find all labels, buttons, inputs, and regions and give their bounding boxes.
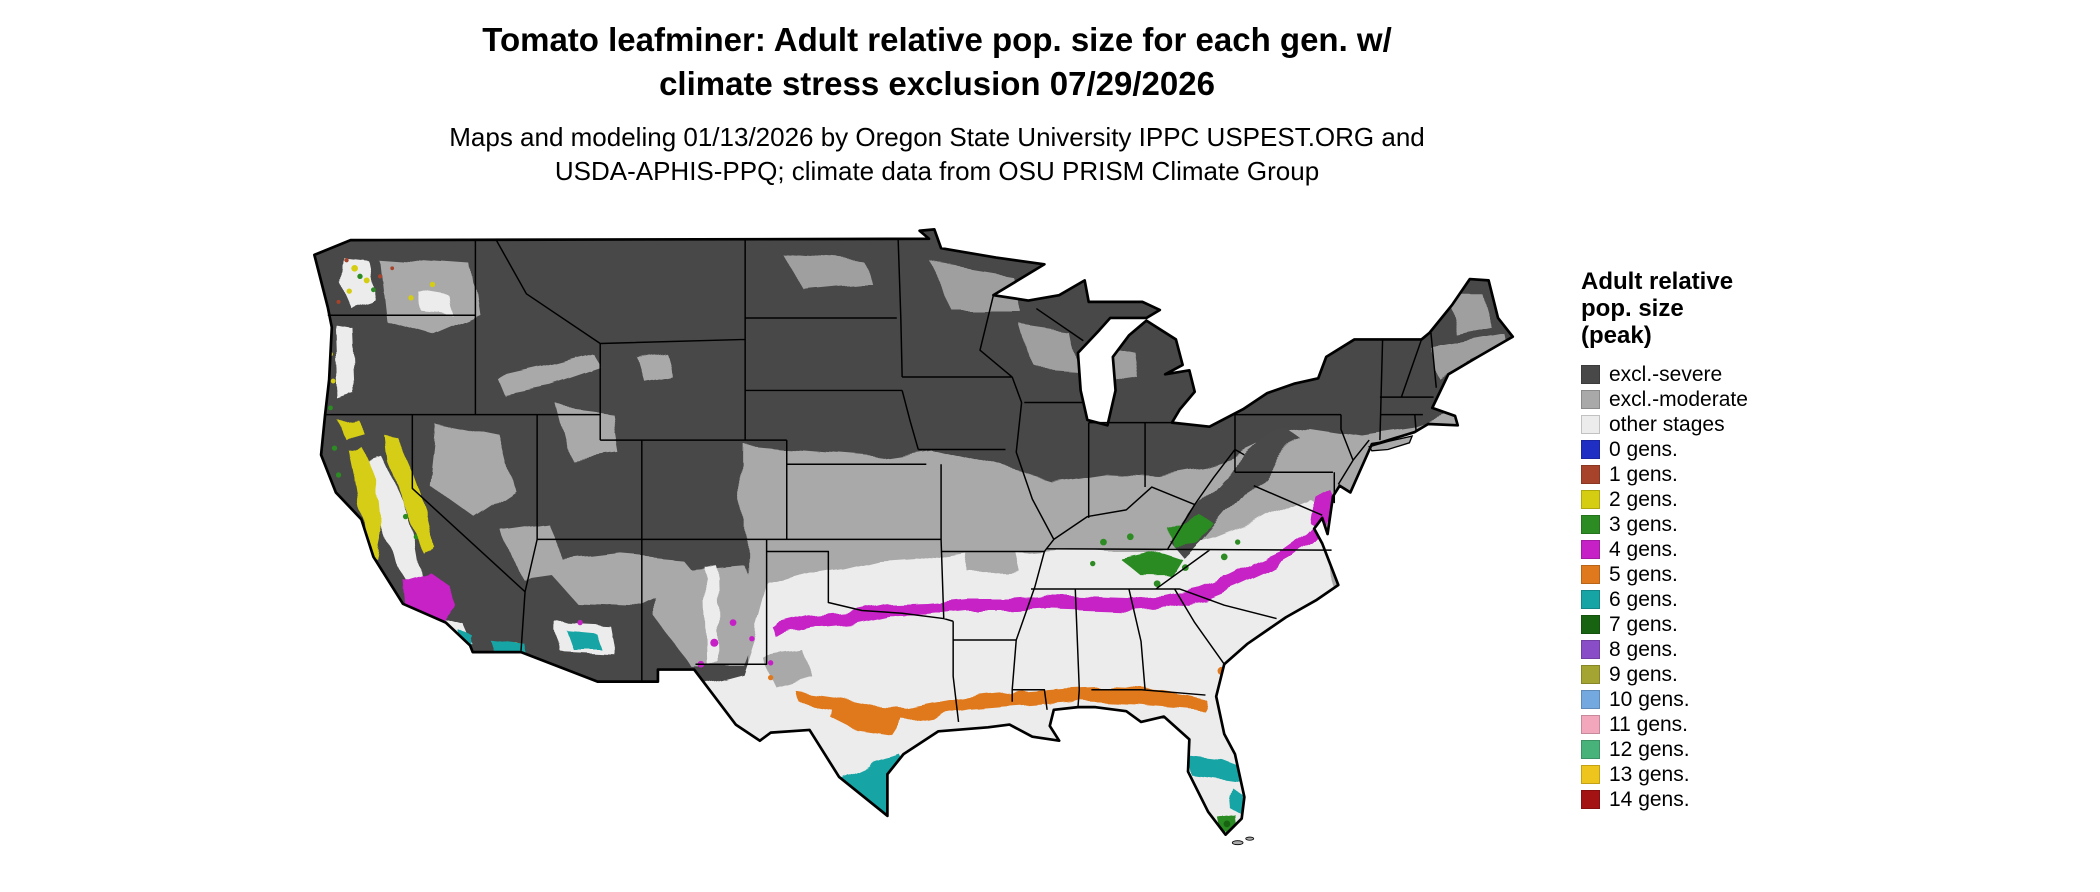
legend-item-3-gens: 3 gens. [1581,512,1861,537]
legend-swatch [1581,465,1600,484]
legend-item-0-gens: 0 gens. [1581,437,1861,462]
us-generations-map [298,220,1560,891]
map-legend: Adult relative pop. size (peak) excl.-seve… [1581,268,1861,812]
legend-title-line-3: (peak) [1581,322,1652,349]
legend-swatch [1581,790,1600,809]
specks-1-gens [336,258,395,304]
page-title: Tomato leafminer: Adult relative pop. si… [0,18,1874,106]
map-header: Tomato leafminer: Adult relative pop. si… [0,18,1874,188]
legend-swatch [1581,565,1600,584]
legend-title-line-1: Adult relative [1581,268,1734,295]
legend-swatch [1581,740,1600,759]
legend-item-5-gens: 5 gens. [1581,562,1861,587]
band-5-gens [797,687,1206,736]
legend-swatch [1581,615,1600,634]
legend-item-6-gens: 6 gens. [1581,587,1861,612]
legend-item-14-gens: 14 gens. [1581,787,1861,812]
legend-item-8-gens: 8 gens. [1581,637,1861,662]
title-line-1: Tomato leafminer: Adult relative pop. si… [482,21,1392,58]
title-line-2: climate stress exclusion 07/29/2026 [659,65,1215,102]
legend-title: Adult relative pop. size (peak) [1581,268,1861,349]
legend-item-10-gens: 10 gens. [1581,687,1861,712]
legend-swatch [1581,765,1600,784]
legend-swatch [1581,690,1600,709]
legend-item-excl-moderate: excl.-moderate [1581,387,1861,412]
legend-swatch [1581,390,1600,409]
legend-swatch [1581,665,1600,684]
region-excl-moderate-north [781,253,1512,382]
patch-7-gens [1223,820,1231,828]
legend-swatch [1581,515,1600,534]
legend-item-2-gens: 2 gens. [1581,487,1861,512]
page-subtitle: Maps and modeling 01/13/2026 by Oregon S… [0,120,1874,188]
legend-item-4-gens: 4 gens. [1581,537,1861,562]
region-other-stages-west [335,257,720,663]
specks-3-gens [328,273,1241,588]
legend-swatch [1581,640,1600,659]
legend-swatch [1581,590,1600,609]
legend-swatch [1581,440,1600,459]
subtitle-line-1: Maps and modeling 01/13/2026 by Oregon S… [449,122,1425,152]
us-map-svg [313,228,1515,846]
legend-swatch [1581,365,1600,384]
florida-keys [1231,836,1255,846]
subtitle-line-2: USDA-APHIS-PPQ; climate data from OSU PR… [554,156,1320,186]
legend-item-1-gens: 1 gens. [1581,462,1861,487]
legend-item-12-gens: 12 gens. [1581,737,1861,762]
state-borders [325,238,1438,722]
region-excl-moderate-west [378,260,762,663]
legend-swatch [1581,715,1600,734]
legend-swatch [1581,540,1600,559]
legend-item-9-gens: 9 gens. [1581,662,1861,687]
legend-swatch [1581,490,1600,509]
band-4-gens [402,488,1341,638]
band-6-gens [456,630,1245,818]
specks-4-gens [577,619,774,668]
map-regions [314,229,1513,835]
legend-item-11-gens: 11 gens. [1581,712,1861,737]
region-excl-moderate-ozark-tx [761,531,1021,688]
legend-item-7-gens: 7 gens. [1581,612,1861,637]
legend-item-13-gens: 13 gens. [1581,762,1861,787]
legend-item-other-stages: other stages [1581,412,1861,437]
legend-item-excl-severe: excl.-severe [1581,362,1861,387]
us-outline [313,228,1515,836]
legend-swatch [1581,415,1600,434]
legend-title-line-2: pop. size [1581,295,1684,322]
